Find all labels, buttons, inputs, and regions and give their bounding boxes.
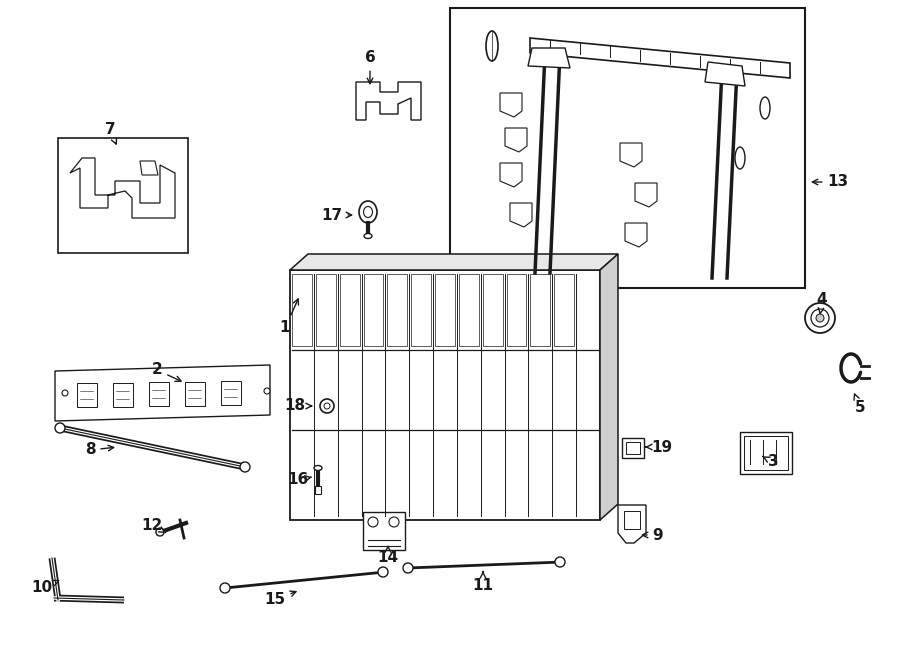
Bar — [185, 381, 205, 405]
Ellipse shape — [359, 201, 377, 223]
Text: 6: 6 — [364, 50, 375, 84]
Bar — [221, 381, 241, 405]
Polygon shape — [411, 274, 431, 346]
Ellipse shape — [735, 147, 745, 169]
Polygon shape — [482, 274, 502, 346]
Bar — [77, 383, 97, 407]
Polygon shape — [435, 274, 454, 346]
Polygon shape — [618, 505, 646, 543]
Polygon shape — [290, 254, 618, 270]
Polygon shape — [530, 274, 550, 346]
Polygon shape — [554, 274, 574, 346]
Circle shape — [389, 517, 399, 527]
Ellipse shape — [486, 31, 498, 61]
Polygon shape — [387, 274, 407, 346]
Bar — [626, 442, 640, 454]
Polygon shape — [70, 158, 175, 218]
Circle shape — [324, 403, 330, 409]
Polygon shape — [705, 62, 745, 86]
Polygon shape — [339, 274, 359, 346]
Polygon shape — [600, 254, 618, 520]
Polygon shape — [510, 203, 532, 227]
Bar — [149, 382, 169, 406]
Polygon shape — [364, 274, 383, 346]
Polygon shape — [500, 93, 522, 117]
Polygon shape — [140, 161, 158, 175]
Text: 10: 10 — [32, 580, 58, 596]
Bar — [113, 383, 133, 407]
Ellipse shape — [314, 465, 322, 471]
Bar — [624, 511, 640, 529]
Circle shape — [368, 517, 378, 527]
Ellipse shape — [364, 233, 372, 239]
Ellipse shape — [364, 206, 373, 217]
Text: 17: 17 — [321, 208, 352, 223]
Bar — [744, 436, 788, 470]
Polygon shape — [500, 163, 522, 187]
Circle shape — [55, 423, 65, 433]
Text: 4: 4 — [816, 293, 827, 314]
Circle shape — [240, 462, 250, 472]
Polygon shape — [290, 270, 600, 520]
Circle shape — [62, 390, 68, 396]
Polygon shape — [356, 82, 421, 120]
Circle shape — [555, 557, 565, 567]
Polygon shape — [635, 183, 657, 207]
Circle shape — [320, 399, 334, 413]
Ellipse shape — [811, 309, 829, 327]
Circle shape — [403, 563, 413, 573]
Polygon shape — [316, 274, 336, 346]
Bar — [58, 138, 188, 253]
Polygon shape — [620, 143, 642, 167]
Polygon shape — [55, 365, 270, 421]
Circle shape — [220, 583, 230, 593]
Polygon shape — [459, 274, 479, 346]
Text: 2: 2 — [151, 362, 181, 381]
Polygon shape — [530, 38, 790, 78]
Polygon shape — [528, 48, 570, 68]
Circle shape — [156, 528, 164, 536]
Text: 12: 12 — [141, 518, 166, 533]
Circle shape — [378, 567, 388, 577]
Ellipse shape — [816, 314, 824, 322]
Polygon shape — [505, 128, 527, 152]
Text: 11: 11 — [472, 572, 493, 592]
Text: 5: 5 — [854, 394, 865, 416]
Bar — [315, 486, 321, 494]
Text: 7: 7 — [104, 122, 116, 144]
Text: 16: 16 — [287, 473, 311, 488]
Ellipse shape — [805, 303, 835, 333]
Text: 19: 19 — [646, 440, 672, 455]
Ellipse shape — [760, 97, 770, 119]
Polygon shape — [622, 438, 644, 458]
Polygon shape — [625, 223, 647, 247]
Polygon shape — [507, 274, 526, 346]
Text: 8: 8 — [85, 442, 113, 457]
Text: 9: 9 — [643, 527, 663, 543]
Text: 14: 14 — [377, 547, 399, 566]
Polygon shape — [292, 274, 311, 346]
Bar — [450, 8, 805, 288]
Circle shape — [264, 388, 270, 394]
Text: 13: 13 — [813, 175, 849, 190]
Text: 18: 18 — [284, 399, 311, 414]
Bar — [740, 432, 792, 474]
Text: 3: 3 — [762, 455, 778, 469]
Text: 15: 15 — [265, 591, 296, 607]
Bar — [363, 512, 405, 550]
Text: 1: 1 — [280, 299, 299, 336]
